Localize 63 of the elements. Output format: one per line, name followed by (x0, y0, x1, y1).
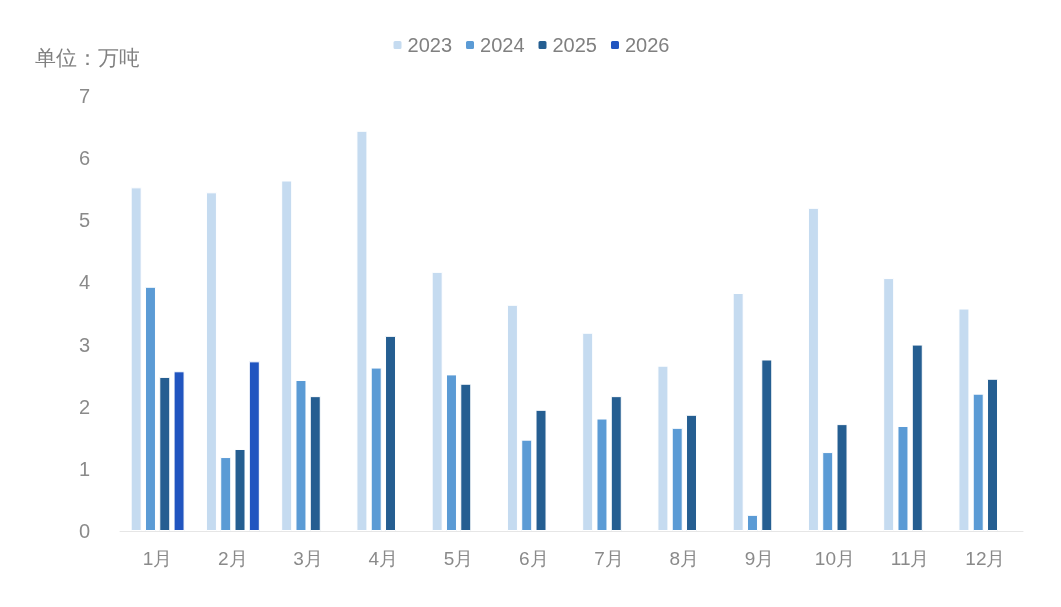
bar (671, 427, 683, 531)
bar (761, 359, 773, 531)
y-axis-title: 单位：万吨 (35, 46, 140, 69)
bar (130, 187, 142, 531)
bar (958, 308, 970, 531)
y-tick-label: 7 (78, 85, 90, 107)
bar (370, 367, 382, 531)
y-tick-label: 0 (78, 520, 90, 542)
x-tick-label: 6月 (519, 548, 549, 569)
x-tick-label: 7月 (594, 548, 624, 569)
bar (732, 292, 744, 531)
legend-label: 2024 (480, 34, 525, 56)
bar (445, 374, 457, 531)
bar (385, 335, 397, 531)
bar (582, 332, 594, 531)
y-tick-label: 6 (78, 147, 90, 170)
bar (506, 304, 518, 531)
bar (159, 376, 171, 531)
bar (220, 457, 232, 531)
x-tick-label: 5月 (443, 548, 474, 569)
y-tick-label: 5 (78, 209, 90, 232)
bar (144, 286, 156, 531)
y-tick-label: 4 (78, 271, 90, 294)
x-tick-label: 11月 (890, 548, 930, 569)
bar (883, 278, 895, 531)
bar (972, 393, 984, 531)
x-tick-label: 9月 (744, 548, 775, 569)
x-tick-label: 1月 (142, 548, 173, 569)
legend-label: 2026 (624, 34, 670, 56)
x-tick-label: 3月 (293, 548, 323, 569)
legend-label: 2023 (407, 34, 453, 56)
bar (356, 130, 368, 531)
bar (460, 383, 472, 531)
bar (205, 192, 217, 531)
bar (746, 514, 758, 531)
bar (686, 414, 698, 531)
legend-label: 2025 (552, 34, 597, 56)
bar (281, 180, 293, 531)
bar (897, 425, 909, 531)
bar (822, 452, 834, 531)
bar (234, 448, 246, 531)
x-tick-label: 10月 (814, 548, 855, 569)
y-tick-label: 3 (78, 333, 90, 356)
bar (173, 371, 185, 531)
x-tick-label: 12月 (965, 548, 1006, 569)
x-tick-label: 2月 (218, 548, 248, 569)
bar (535, 409, 547, 531)
bar (521, 439, 533, 531)
x-tick-label: 4月 (368, 548, 399, 569)
bar (309, 396, 321, 531)
bar (657, 365, 669, 531)
bar (836, 424, 848, 531)
bar (431, 271, 443, 531)
bar (911, 344, 923, 531)
bar (248, 361, 260, 531)
bar (807, 207, 819, 531)
bar (987, 378, 999, 531)
bar (596, 418, 608, 531)
y-tick-label: 2 (78, 395, 90, 418)
bar (610, 396, 622, 531)
y-tick-label: 1 (78, 457, 90, 480)
x-tick-label: 8月 (669, 548, 700, 569)
bar (295, 379, 307, 531)
